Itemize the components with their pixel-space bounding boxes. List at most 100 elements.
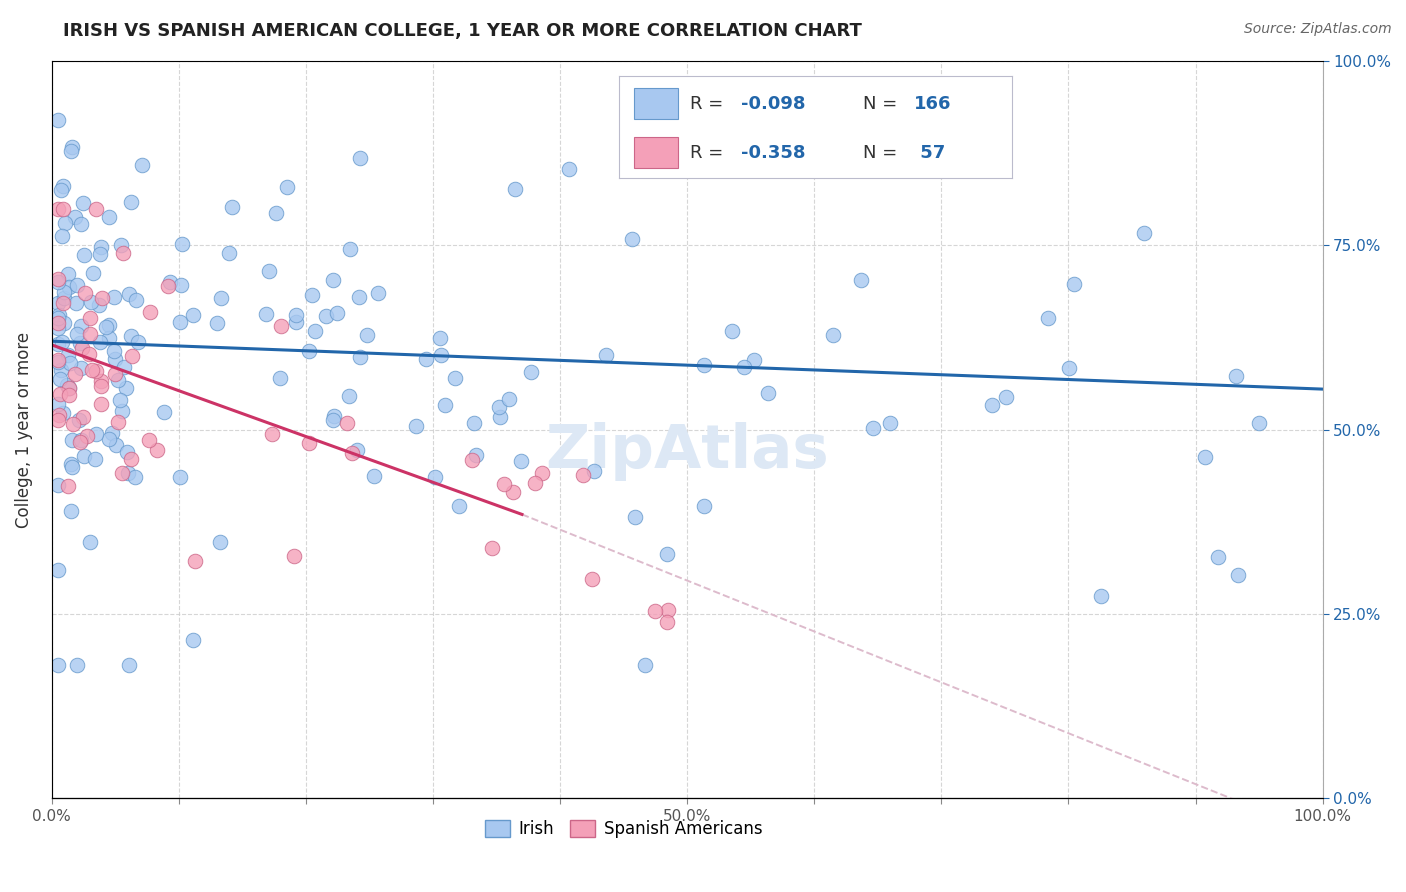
Point xyxy=(120,329,142,343)
Point xyxy=(558,162,581,177)
Point xyxy=(48,387,70,401)
Point xyxy=(115,381,138,395)
Point xyxy=(367,286,389,301)
Point xyxy=(693,499,716,513)
Point xyxy=(69,336,91,351)
Point xyxy=(46,275,69,289)
Point xyxy=(463,417,485,431)
Text: R =: R = xyxy=(689,95,728,112)
Point xyxy=(80,294,103,309)
Point xyxy=(56,478,79,492)
Point xyxy=(82,266,104,280)
Text: IRISH VS SPANISH AMERICAN COLLEGE, 1 YEAR OR MORE CORRELATION CHART: IRISH VS SPANISH AMERICAN COLLEGE, 1 YEA… xyxy=(63,22,862,40)
Point xyxy=(56,348,79,362)
Point xyxy=(111,466,134,480)
Point xyxy=(257,264,280,278)
Point xyxy=(98,318,121,332)
Point xyxy=(51,228,73,243)
Point xyxy=(70,433,93,447)
Point xyxy=(104,367,127,381)
Point xyxy=(159,275,181,289)
Point xyxy=(65,296,87,310)
Point xyxy=(322,409,344,423)
Point xyxy=(79,534,101,549)
Point xyxy=(339,242,361,256)
Point xyxy=(849,273,872,287)
Point xyxy=(301,288,323,302)
Point xyxy=(520,365,543,379)
Point xyxy=(49,363,72,377)
Point xyxy=(264,206,287,220)
Point xyxy=(209,535,232,549)
Point xyxy=(315,309,337,323)
Point xyxy=(298,436,321,450)
Point xyxy=(107,415,129,429)
Point xyxy=(66,658,89,673)
Point xyxy=(994,390,1017,404)
Point xyxy=(207,316,229,330)
Point xyxy=(46,316,69,330)
Text: -0.098: -0.098 xyxy=(741,95,806,112)
Point xyxy=(56,378,79,392)
Point xyxy=(60,139,83,153)
Point xyxy=(347,290,370,304)
Point xyxy=(620,232,643,246)
Point xyxy=(530,467,553,481)
Point xyxy=(52,285,75,299)
Point xyxy=(423,470,446,484)
Point xyxy=(84,364,107,378)
Point xyxy=(46,355,69,369)
Point xyxy=(48,408,70,422)
Point xyxy=(461,452,484,467)
Point xyxy=(104,351,127,366)
Point xyxy=(489,409,512,424)
Point xyxy=(46,563,69,577)
Point xyxy=(481,541,503,556)
Point xyxy=(77,347,100,361)
Point xyxy=(59,457,82,471)
Point xyxy=(66,277,89,292)
Point xyxy=(70,361,93,376)
Point xyxy=(46,272,69,286)
Point xyxy=(117,467,139,481)
Text: 57: 57 xyxy=(914,144,945,161)
Point xyxy=(138,433,160,447)
Point xyxy=(430,348,453,362)
Point xyxy=(91,291,114,305)
Point xyxy=(981,398,1004,412)
Point xyxy=(52,406,75,420)
Point xyxy=(356,328,378,343)
Point xyxy=(83,452,105,467)
Point xyxy=(67,413,90,427)
Point xyxy=(405,418,427,433)
Point xyxy=(120,195,142,210)
Legend: Irish, Spanish Americans: Irish, Spanish Americans xyxy=(478,814,769,845)
Point xyxy=(90,374,112,388)
Point xyxy=(657,603,679,617)
Point xyxy=(73,248,96,262)
Point xyxy=(322,413,344,427)
Point xyxy=(56,267,79,281)
Point xyxy=(429,331,451,345)
Point xyxy=(110,238,132,252)
Point xyxy=(82,363,104,377)
Point xyxy=(349,351,371,365)
Point xyxy=(1227,567,1250,582)
Point xyxy=(571,468,593,483)
Point xyxy=(340,446,363,460)
Point xyxy=(181,308,204,322)
Point xyxy=(269,371,291,385)
Point xyxy=(153,405,176,419)
Point xyxy=(124,470,146,484)
Point xyxy=(270,319,292,334)
Point xyxy=(46,296,69,310)
Point xyxy=(170,277,193,292)
Point xyxy=(46,321,69,335)
Point xyxy=(52,296,75,310)
Point xyxy=(254,306,277,320)
Point xyxy=(433,398,456,412)
Point xyxy=(86,202,108,216)
Point xyxy=(655,615,678,629)
Point xyxy=(1133,227,1156,241)
Text: N =: N = xyxy=(863,95,903,112)
